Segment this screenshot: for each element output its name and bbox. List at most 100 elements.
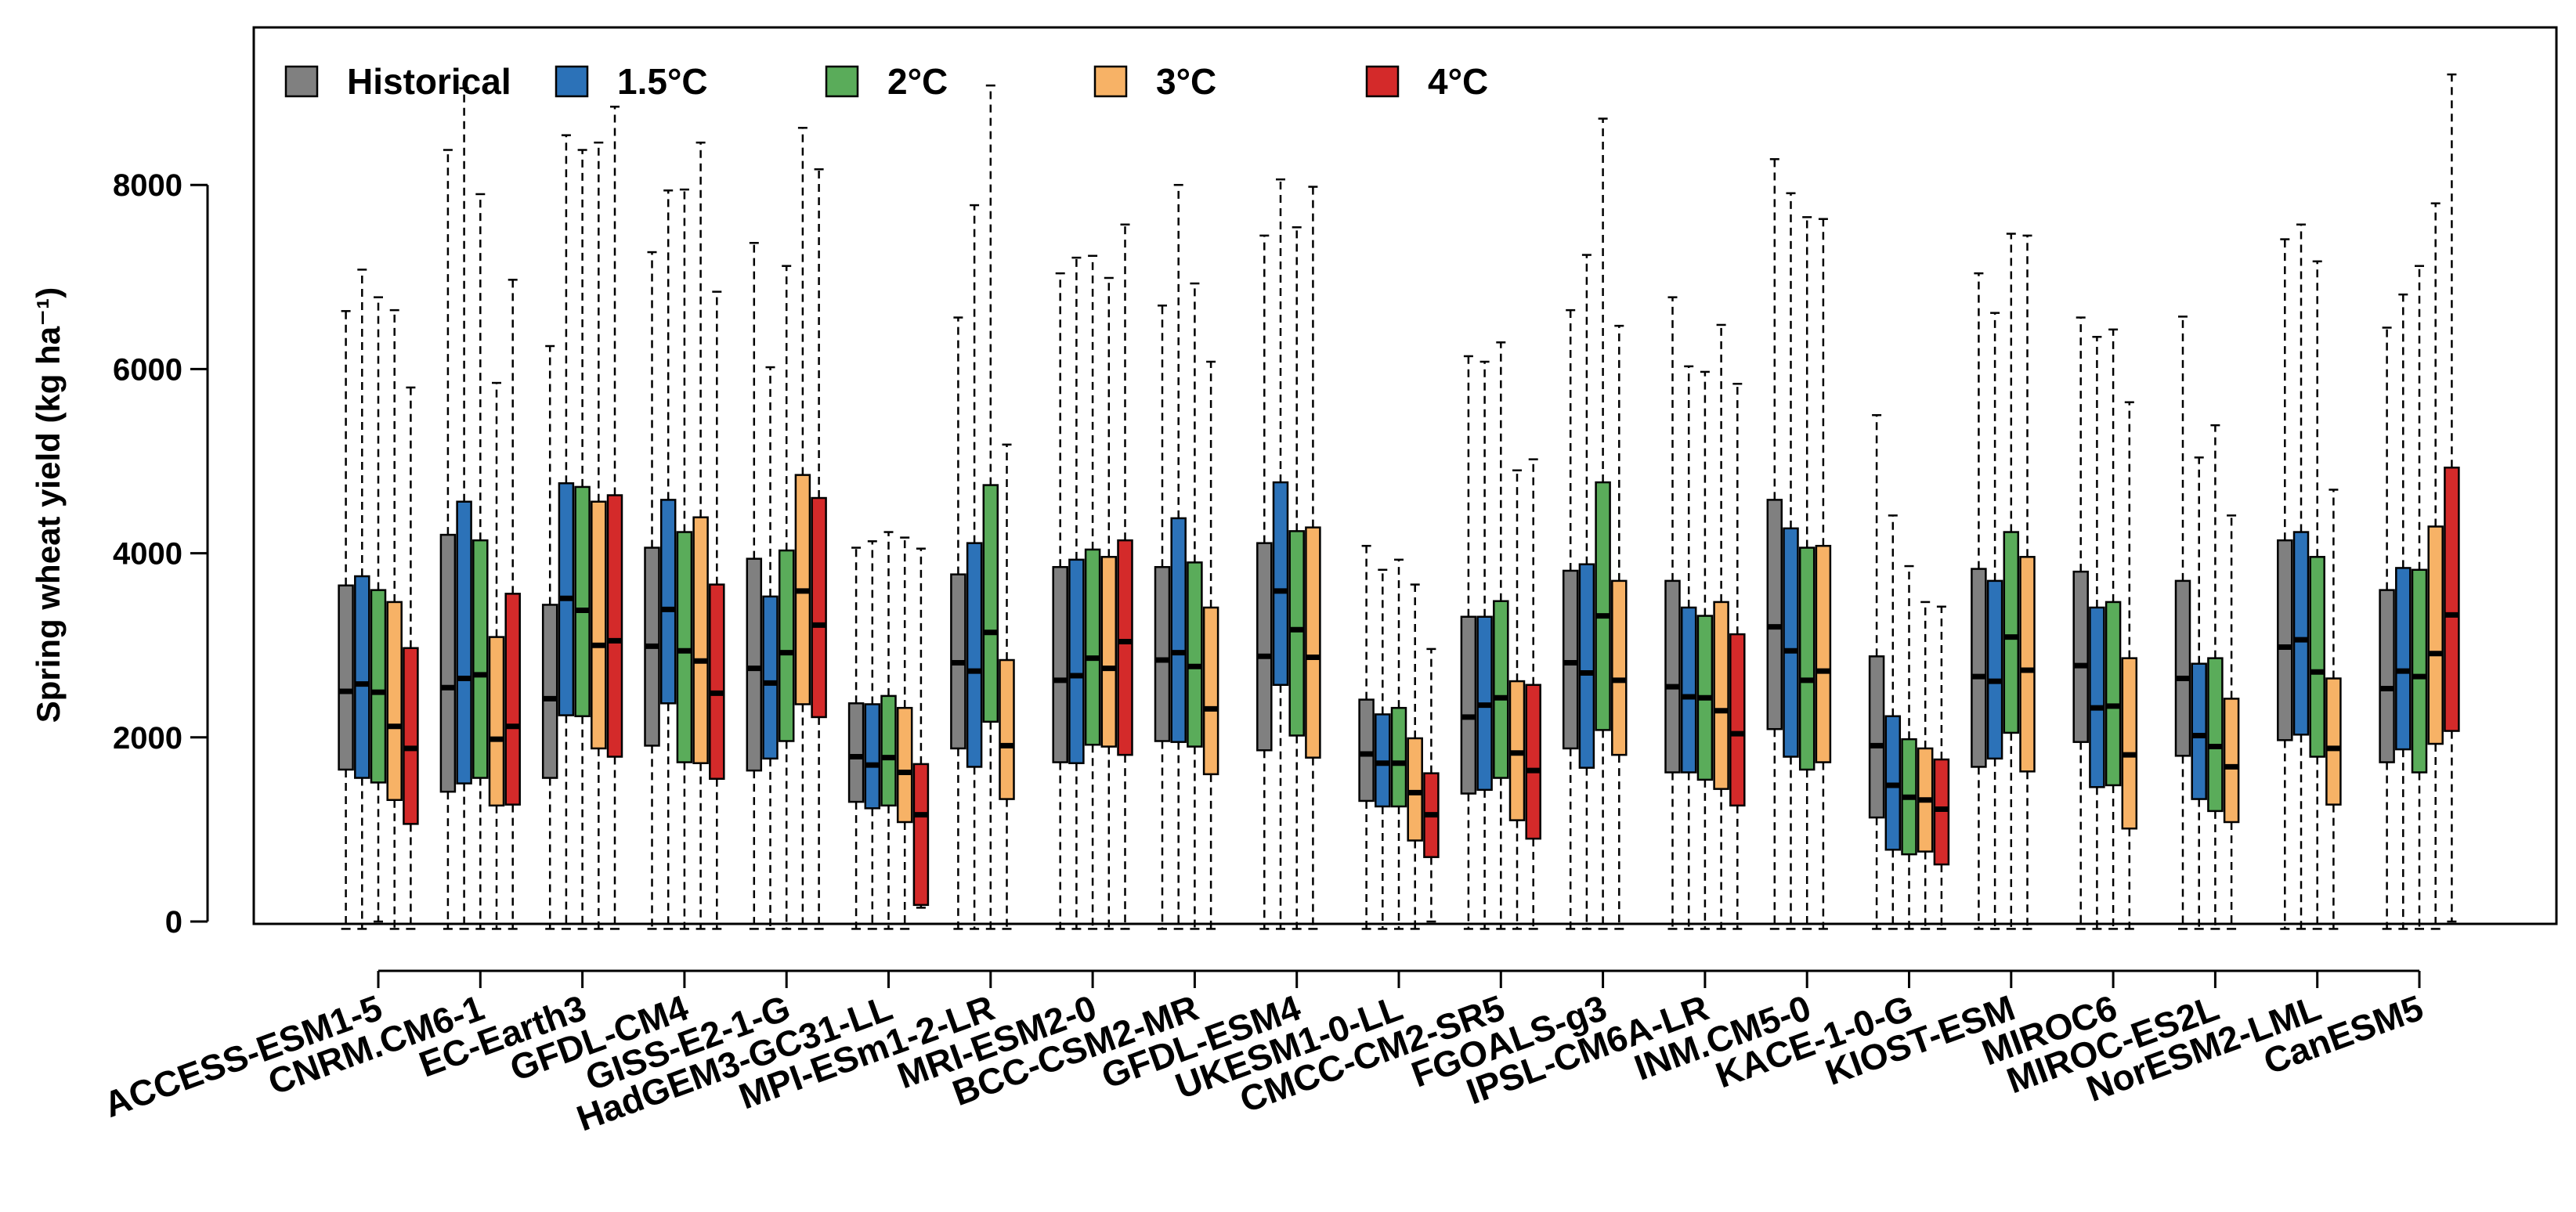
box-GFDL-CM4-Historical: [644, 251, 660, 930]
box-body: [1305, 526, 1321, 759]
legend-swatch: [555, 65, 589, 98]
box-body: [1288, 530, 1305, 737]
box-UKESM1-0-LL-Historical: [1358, 544, 1375, 930]
box-body: [606, 494, 623, 758]
box-body: [1100, 556, 1118, 748]
box-body: [1170, 517, 1187, 743]
legend-label: Historical: [347, 61, 511, 102]
box-body: [692, 516, 709, 764]
legend-label: 2°C: [887, 61, 948, 102]
box-MIROC-ES2L-3°C: [2223, 514, 2240, 930]
legend-item: 3°C: [1093, 61, 1216, 102]
box-FGOALS-g3-2°C: [1595, 117, 1611, 930]
box-INM.CM5-0-1.5°C: [1783, 192, 1799, 930]
plot-frame: [252, 26, 2558, 925]
box-HadGEM3-GC31-LL-2°C: [880, 531, 897, 930]
box-body: [2444, 466, 2460, 732]
box-MRI-ESM2-0-1.5°C: [1068, 256, 1085, 930]
box-body: [2207, 657, 2224, 813]
box-body: [1798, 546, 1815, 771]
box-body: [2003, 531, 2020, 734]
box-body: [2292, 531, 2310, 736]
box-MIROC-ES2L-2°C: [2207, 424, 2224, 930]
box-FGOALS-g3-1.5°C: [1578, 254, 1595, 930]
box-MRI-ESM2-0-Historical: [1052, 272, 1068, 930]
box-body: [1525, 684, 1541, 840]
box-body: [456, 500, 472, 785]
box-KIOST-ESM-3°C: [2019, 234, 2036, 930]
box-body: [1068, 558, 1085, 764]
box-MIROC6-Historical: [2072, 316, 2089, 930]
box-NorESM2-LML-1.5°C: [2292, 223, 2310, 930]
y-tick-label: 0: [165, 905, 182, 940]
box-CMCC-CM2-SR5-3°C: [1508, 469, 1526, 930]
box-CanESM5-3°C: [2427, 202, 2444, 930]
x-axis: ACCESS-ESM1-5CNRM.CM6-1EC-Earth3GFDL-CM4…: [99, 969, 2428, 1139]
box-body: [1202, 606, 1219, 776]
box-body: [1680, 606, 1697, 774]
box-IPSL-CM6A-LR-4°C: [1729, 382, 1746, 930]
box-NorESM2-LML-Historical: [2277, 238, 2293, 930]
box-body: [864, 703, 881, 810]
box-body: [896, 706, 913, 824]
box-GFDL-CM4-4°C: [709, 290, 725, 930]
box-CanESM5-Historical: [2379, 326, 2395, 930]
box-body: [1358, 698, 1375, 803]
box-body: [2277, 539, 2293, 741]
box-MRI-ESM2-0-3°C: [1100, 276, 1118, 930]
box-CMCC-CM2-SR5-2°C: [1493, 341, 1509, 930]
box-body: [1117, 539, 1133, 756]
box-CNRM.CM6-1-2°C: [472, 193, 489, 930]
box-body: [1713, 601, 1729, 790]
box-body: [354, 575, 370, 779]
box-body: [1390, 706, 1407, 808]
y-axis: 0 2000 4000 6000 8000: [113, 168, 209, 940]
box-CanESM5-2°C: [2411, 265, 2428, 930]
box-GISS-E2-1-G-Historical: [746, 242, 763, 930]
box-CanESM5-4°C: [2444, 73, 2460, 923]
box-body: [762, 595, 779, 760]
box-body: [2427, 525, 2444, 745]
box-IPSL-CM6A-LR-1.5°C: [1680, 365, 1697, 930]
box-CanESM5-1.5°C: [2395, 293, 2412, 930]
box-body: [1272, 481, 1289, 687]
box-CNRM.CM6-1-3°C: [488, 381, 505, 930]
box-BCC-CSM2-MR-Historical: [1154, 305, 1171, 930]
box-HadGEM3-GC31-LL-3°C: [896, 536, 913, 930]
box-KIOST-ESM-1.5°C: [1986, 312, 2003, 930]
box-ACCESS-ESM1-5-1.5°C: [354, 269, 370, 930]
legend-swatch: [284, 65, 319, 98]
box-ACCESS-ESM1-5-2°C: [370, 296, 387, 923]
box-GISS-E2-1-G-3°C: [794, 127, 811, 930]
box-KIOST-ESM-Historical: [1971, 272, 1987, 930]
box-body: [1084, 548, 1101, 746]
box-body: [2121, 657, 2138, 830]
box-UKESM1-0-LL-1.5°C: [1375, 568, 1391, 930]
box-INM.CM5-0-2°C: [1798, 216, 1815, 930]
legend-item: 4°C: [1365, 61, 1488, 102]
box-body: [1460, 615, 1477, 795]
box-EC-Earth3-2°C: [574, 149, 591, 930]
box-EC-Earth3-3°C: [591, 141, 607, 930]
box-body: [982, 484, 999, 723]
box-MPI-ESm1-2-LR-1.5°C: [966, 204, 983, 930]
box-KACE-1-0-G-3°C: [1917, 601, 1934, 930]
box-KACE-1-0-G-4°C: [1933, 605, 1950, 930]
legend-swatch: [1093, 65, 1128, 98]
box-body: [403, 647, 419, 825]
box-body: [847, 702, 865, 803]
box-body: [2411, 568, 2428, 774]
box-body: [574, 485, 591, 718]
box-body: [591, 500, 607, 750]
box-HadGEM3-GC31-LL-4°C: [912, 547, 930, 909]
box-body: [2191, 662, 2207, 800]
box-BCC-CSM2-MR-3°C: [1202, 360, 1219, 930]
legend-label: 1.5°C: [617, 61, 708, 102]
box-body: [2379, 589, 2395, 763]
box-body: [2174, 579, 2191, 757]
box-body: [1375, 713, 1391, 808]
y-tick-label: 8000: [113, 168, 182, 203]
box-MIROC6-2°C: [2105, 328, 2122, 930]
box-HadGEM3-GC31-LL-1.5°C: [864, 540, 881, 930]
